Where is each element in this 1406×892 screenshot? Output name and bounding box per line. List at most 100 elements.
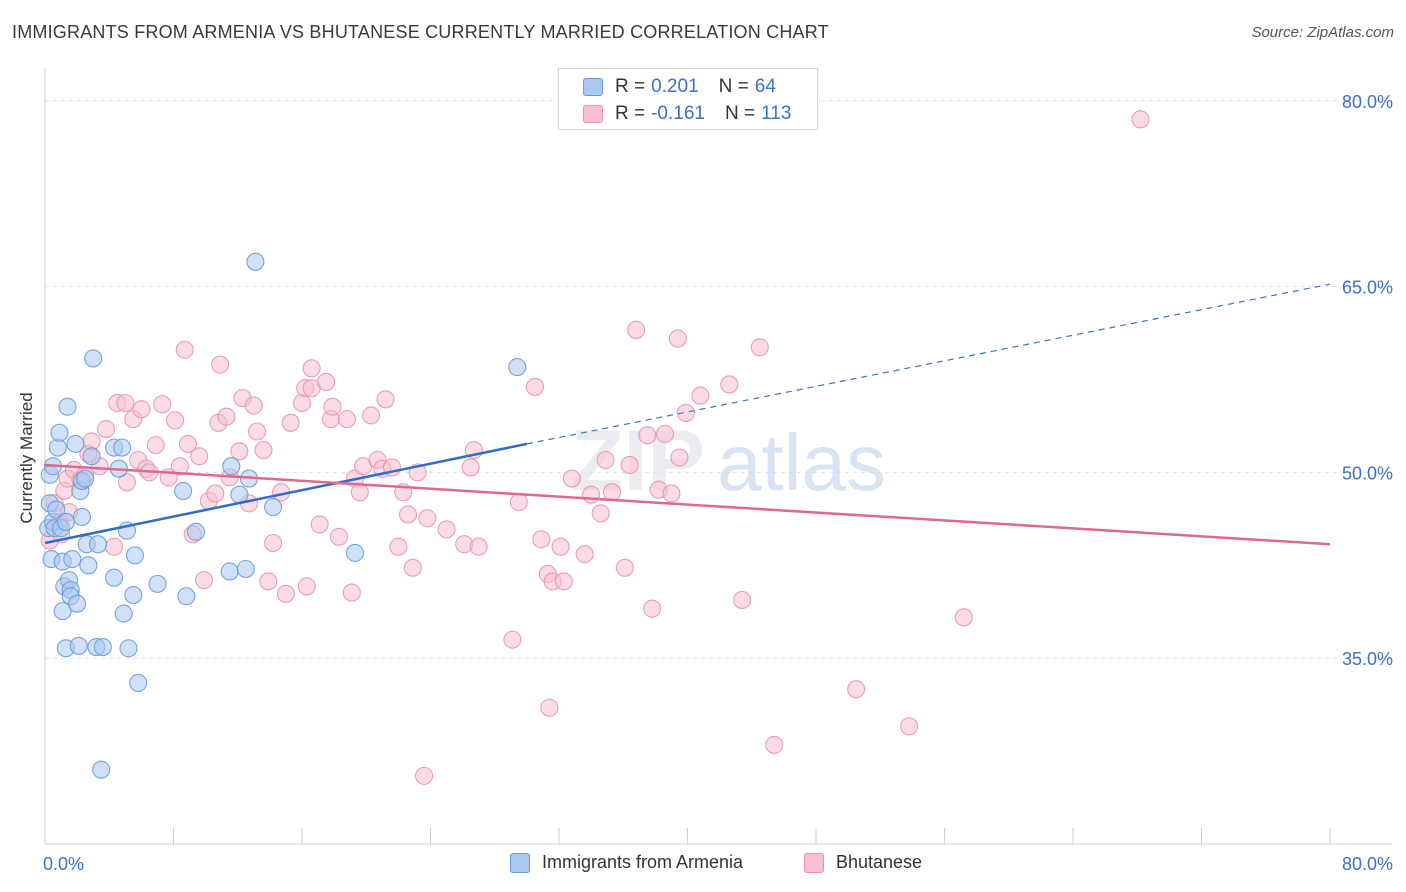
armenia-trend-line bbox=[44, 442, 528, 545]
armenia-point bbox=[69, 636, 88, 655]
bhutanese-point bbox=[302, 359, 321, 378]
armenia-point bbox=[222, 457, 241, 476]
armenia-point bbox=[129, 673, 148, 693]
legend-swatch-armenia bbox=[583, 78, 603, 96]
bhutanese-point bbox=[615, 558, 634, 577]
armenia-point bbox=[93, 637, 112, 657]
bhutanese-point bbox=[551, 537, 570, 556]
armenia-point bbox=[508, 358, 527, 377]
bhutanese-point bbox=[292, 393, 312, 413]
bhutanese-point bbox=[540, 698, 559, 717]
bhutanese-point bbox=[676, 403, 695, 422]
bhutanese-point bbox=[554, 572, 573, 591]
watermark-atlas: atlas bbox=[717, 418, 886, 507]
armenia-point bbox=[47, 500, 66, 519]
armenia-point bbox=[79, 556, 98, 575]
armenia-point bbox=[66, 434, 85, 453]
bhutanese-point bbox=[643, 599, 662, 618]
bhutanese-point bbox=[509, 493, 528, 512]
armenia-point bbox=[63, 550, 82, 569]
bhutanese-point bbox=[146, 436, 165, 455]
bhutanese-point bbox=[259, 572, 278, 591]
x-tick-label: 80.0% bbox=[1342, 854, 1393, 874]
bhutanese-point bbox=[596, 450, 615, 470]
bhutanese-point bbox=[668, 329, 687, 348]
legend-n-value-bhutanese: 113 bbox=[761, 103, 792, 124]
bhutanese-point bbox=[211, 355, 230, 374]
armenia-point bbox=[48, 438, 67, 457]
points-layer bbox=[39, 110, 1150, 785]
armenia-point bbox=[236, 559, 255, 579]
bhutanese-point bbox=[847, 680, 866, 699]
armenia-point bbox=[105, 568, 124, 587]
armenia-point bbox=[114, 604, 133, 623]
bhutanese-point bbox=[337, 410, 357, 429]
armenia-point bbox=[88, 535, 108, 554]
legend-n-value-armenia: 64 bbox=[754, 76, 776, 97]
bhutanese-point bbox=[620, 455, 639, 475]
bhutanese-point bbox=[230, 442, 249, 461]
series-legend-armenia[interactable]: Immigrants from Armenia bbox=[510, 852, 743, 873]
bhutanese-point bbox=[562, 469, 581, 488]
bhutanese-point bbox=[297, 577, 316, 596]
bhutanese-point bbox=[247, 422, 267, 441]
legend-n-label: N = bbox=[724, 103, 756, 124]
bhutanese-point bbox=[591, 504, 610, 523]
bhutanese-point bbox=[96, 419, 116, 439]
bhutanese-point bbox=[190, 447, 209, 466]
bhutanese-point bbox=[206, 484, 225, 503]
legend-row-armenia: R = 0.201 N = 64 bbox=[583, 74, 782, 100]
bhutanese-point bbox=[691, 386, 710, 405]
y-tick-label: 50.0% bbox=[1342, 463, 1393, 483]
bhutanese-point bbox=[627, 320, 646, 339]
series-armenia-points bbox=[39, 252, 527, 779]
bhutanese-point bbox=[175, 340, 194, 359]
legend-n-label: N = bbox=[718, 76, 749, 97]
armenia-point bbox=[53, 602, 72, 621]
bhutanese-point bbox=[323, 397, 342, 416]
bhutanese-point bbox=[750, 338, 769, 357]
bhutanese-point bbox=[403, 558, 422, 577]
bhutanese-point bbox=[217, 407, 236, 426]
grid bbox=[45, 100, 1392, 659]
armenia-point bbox=[58, 397, 77, 416]
tick-labels: 35.0% 50.0% 65.0% 80.0% 0.0% 80.0% bbox=[43, 92, 1393, 874]
bhutanese-point bbox=[1131, 110, 1150, 129]
bhutanese-point bbox=[244, 396, 263, 415]
bhutanese-point bbox=[418, 509, 437, 528]
source-credit: Source: ZipAtlas.com bbox=[1251, 24, 1394, 41]
armenia-point bbox=[119, 639, 138, 658]
series-legend-label-bhutanese: Bhutanese bbox=[836, 852, 923, 872]
series-swatch-bhutanese bbox=[804, 852, 824, 873]
armenia-point bbox=[68, 594, 87, 613]
legend-r-label: R = bbox=[615, 103, 646, 124]
legend-swatch-bhutanese bbox=[583, 105, 603, 123]
bhutanese-point bbox=[254, 441, 273, 460]
armenia-point bbox=[72, 507, 91, 527]
axes bbox=[44, 68, 1392, 845]
armenia-point bbox=[148, 574, 167, 593]
bhutanese-point bbox=[638, 426, 657, 445]
armenia-point bbox=[125, 546, 144, 565]
armenia-point bbox=[82, 447, 101, 466]
bhutanese-point bbox=[954, 608, 973, 627]
series-swatch-armenia bbox=[510, 852, 530, 873]
armenia-point bbox=[264, 498, 283, 517]
bhutanese-point bbox=[178, 434, 198, 453]
armenia-point bbox=[246, 252, 265, 271]
bhutanese-point bbox=[166, 411, 185, 430]
armenia-point bbox=[177, 587, 196, 606]
armenia-point bbox=[50, 423, 69, 442]
series-legend: Immigrants from Armenia Bhutanese bbox=[0, 852, 1406, 878]
armenia-trend-extension bbox=[526, 283, 1331, 445]
bhutanese-point bbox=[276, 584, 295, 603]
bhutanese-point bbox=[469, 537, 488, 556]
series-bhutanese-points bbox=[40, 110, 1150, 785]
bhutanese-point bbox=[389, 537, 408, 556]
series-legend-bhutanese[interactable]: Bhutanese bbox=[804, 852, 922, 873]
y-tick-label: 80.0% bbox=[1342, 92, 1393, 112]
bhutanese-point bbox=[170, 457, 189, 476]
bhutanese-point bbox=[582, 485, 601, 504]
bhutanese-point bbox=[376, 390, 395, 409]
armenia-point bbox=[84, 349, 103, 368]
